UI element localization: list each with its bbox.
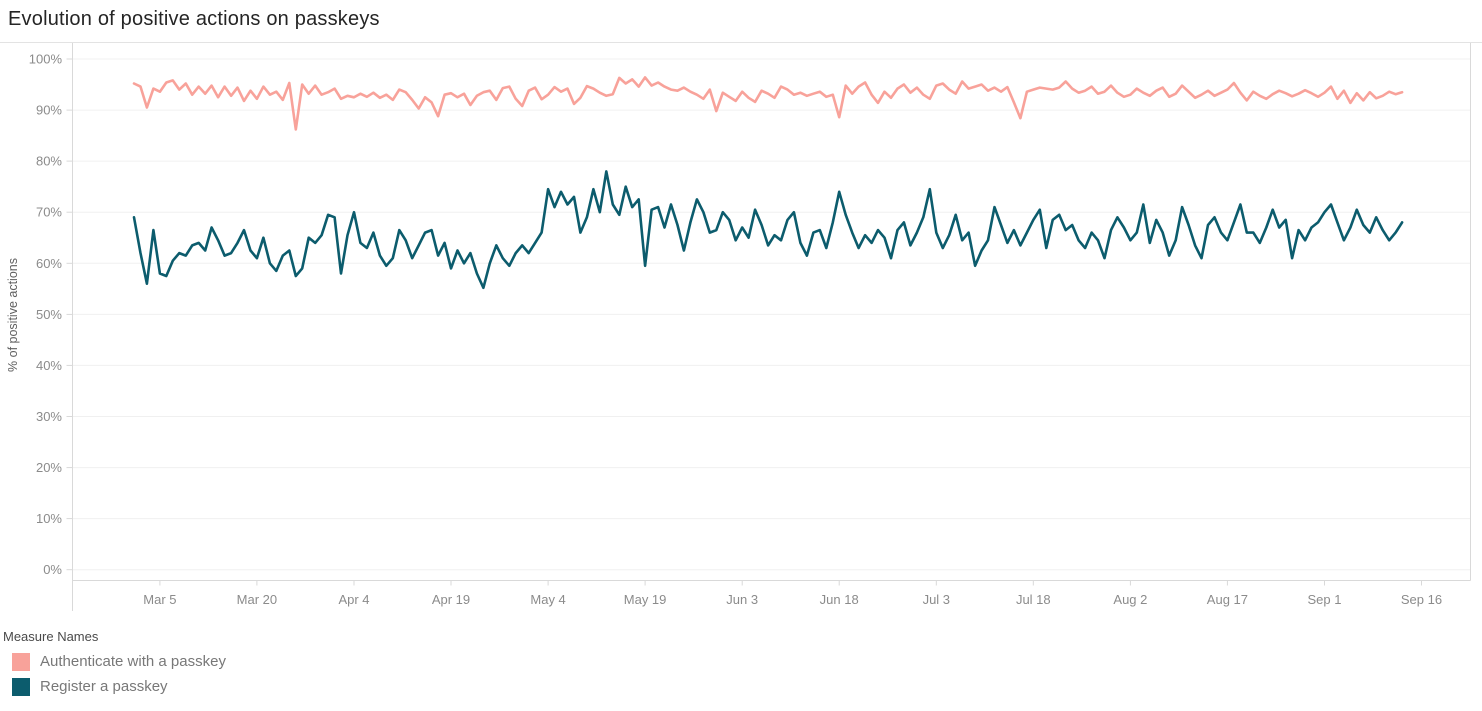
y-tick-label: 40%: [36, 358, 62, 373]
series-line-authenticate-with-a-passkey[interactable]: [132, 76, 1404, 131]
line-chart: 0% 10% 20% 30% 40% 50% 60% 70% 80% 90% 100% Mar 5 Ma…: [0, 43, 1482, 624]
y-tick-label: 90%: [36, 103, 62, 118]
y-tick-label: 80%: [36, 154, 62, 169]
y-tick-label: 70%: [36, 205, 62, 220]
y-tick-label: 0%: [43, 562, 62, 577]
x-tick-label: Jul 3: [923, 592, 950, 607]
plot-area[interactable]: 0% 10% 20% 30% 40% 50% 60% 70% 80% 90% 100% Mar 5 Ma…: [0, 43, 1482, 624]
x-tick-label: Aug 17: [1207, 592, 1248, 607]
legend-label-authenticate: Authenticate with a passkey: [40, 653, 226, 670]
series-line-register-a-passkey[interactable]: [132, 170, 1404, 290]
y-tick-label: 50%: [36, 307, 62, 322]
chart-header: Evolution of positive actions on passkey…: [0, 0, 1482, 43]
y-tick-label: 10%: [36, 511, 62, 526]
x-tick-label: Jul 18: [1016, 592, 1051, 607]
x-tick-label: Sep 16: [1401, 592, 1442, 607]
x-tick-label: May 19: [624, 592, 667, 607]
x-tick-label: Mar 20: [237, 592, 277, 607]
x-tick-label: Apr 19: [432, 592, 470, 607]
legend-label-register: Register a passkey: [40, 678, 168, 695]
x-tick-label: Aug 2: [1113, 592, 1147, 607]
legend-item-register[interactable]: Register a passkey: [12, 676, 1482, 697]
y-tick-label: 20%: [36, 460, 62, 475]
legend-swatch-register-icon: [12, 677, 30, 696]
y-tick-label: 100%: [29, 52, 63, 67]
x-tick-label: Jun 18: [820, 592, 859, 607]
x-tick-label: May 4: [530, 592, 565, 607]
y-axis-title: % of positive actions: [6, 258, 20, 372]
legend-title: Measure Names: [3, 629, 99, 644]
legend-swatch-authenticate-icon: [12, 652, 30, 671]
legend: Measure Names Authenticate with a passke…: [0, 629, 1482, 697]
y-tick-label: 60%: [36, 256, 62, 271]
x-tick-label: Mar 5: [143, 592, 176, 607]
x-tick-label: Apr 4: [338, 592, 369, 607]
x-tick-label: Jun 3: [726, 592, 758, 607]
x-tick-label: Sep 1: [1308, 592, 1342, 607]
legend-item-authenticate[interactable]: Authenticate with a passkey: [12, 651, 1482, 672]
y-tick-label: 30%: [36, 409, 62, 424]
chart-title: Evolution of positive actions on passkey…: [8, 8, 380, 30]
